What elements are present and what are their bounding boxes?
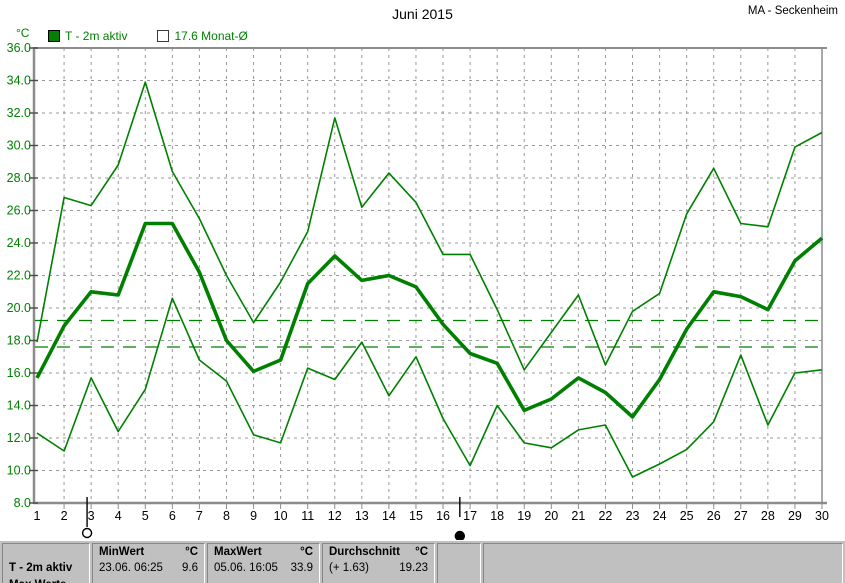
maxwert-datetime: 05.06. 16:05 (214, 562, 278, 574)
svg-text:15: 15 (409, 509, 423, 523)
svg-text:30: 30 (815, 509, 829, 523)
minwert-unit: °C (185, 546, 198, 558)
svg-text:19: 19 (517, 509, 531, 523)
svg-text:9: 9 (250, 509, 257, 523)
legend-item-reference: 17.6 Monat-Ø (157, 29, 248, 43)
filled-square-icon (48, 30, 60, 42)
svg-text:18: 18 (490, 509, 504, 523)
svg-text:26: 26 (707, 509, 721, 523)
durchschnitt-value: 19.23 (399, 562, 428, 574)
svg-text:16: 16 (436, 509, 450, 523)
clipped-row-label: Max.Werte (9, 579, 66, 583)
status-panel-sensor: T - 2m aktiv Max.Werte (2, 543, 90, 583)
status-panel-empty-1 (437, 543, 481, 583)
maxwert-value: 33.9 (290, 562, 313, 574)
svg-text:30.0: 30.0 (7, 139, 31, 153)
svg-text:17: 17 (463, 509, 477, 523)
svg-text:24: 24 (653, 509, 667, 523)
sensor-name: T - 2m aktiv (9, 562, 73, 574)
svg-text:12.0: 12.0 (7, 431, 31, 445)
svg-text:22: 22 (598, 509, 612, 523)
svg-text:11: 11 (301, 509, 314, 523)
svg-text:20.0: 20.0 (7, 301, 31, 315)
svg-text:36.0: 36.0 (7, 41, 31, 55)
svg-text:25: 25 (680, 509, 694, 523)
status-bar: T - 2m aktiv Max.Werte MinWert °C 23.06.… (0, 540, 845, 583)
y-axis-unit-label: °C (16, 26, 30, 40)
svg-text:34.0: 34.0 (7, 74, 31, 88)
durchschnitt-unit: °C (415, 546, 428, 558)
svg-text:27: 27 (734, 509, 748, 523)
svg-text:5: 5 (142, 509, 149, 523)
outline-square-icon (157, 30, 170, 42)
svg-text:6: 6 (169, 509, 176, 523)
durchschnitt-delta: (+ 1.63) (329, 562, 369, 574)
status-panel-max: MaxWert °C 05.06. 16:05 33.9 (207, 543, 320, 583)
page-title: Juni 2015 (392, 6, 453, 22)
svg-text:8.0: 8.0 (14, 496, 31, 510)
status-panel-empty-2 (483, 543, 843, 583)
svg-text:12: 12 (328, 509, 342, 523)
svg-text:22.0: 22.0 (7, 269, 31, 283)
chart-legend: T - 2m aktiv 17.6 Monat-Ø (48, 29, 248, 43)
svg-text:7: 7 (196, 509, 203, 523)
svg-text:4: 4 (115, 509, 122, 523)
minwert-label: MinWert (99, 546, 145, 558)
svg-text:14: 14 (382, 509, 396, 523)
svg-text:23: 23 (626, 509, 640, 523)
svg-text:28.0: 28.0 (7, 171, 31, 185)
legend-item-active: T - 2m aktiv (48, 29, 127, 43)
svg-text:28: 28 (761, 509, 775, 523)
status-panel-avg: Durchschnitt °C (+ 1.63) 19.23 (322, 543, 435, 583)
legend-label-reference: 17.6 Monat-Ø (174, 29, 248, 43)
svg-text:1: 1 (34, 509, 41, 523)
durchschnitt-label: Durchschnitt (329, 546, 400, 558)
svg-text:32.0: 32.0 (7, 106, 31, 120)
svg-text:20: 20 (544, 509, 558, 523)
svg-text:10.0: 10.0 (7, 464, 31, 478)
legend-label-active: T - 2m aktiv (65, 29, 128, 43)
svg-text:2: 2 (61, 509, 68, 523)
svg-text:3: 3 (88, 509, 95, 523)
svg-text:13: 13 (355, 509, 369, 523)
svg-text:16.0: 16.0 (7, 366, 31, 380)
svg-text:26.0: 26.0 (7, 204, 31, 218)
svg-text:10: 10 (274, 509, 288, 523)
svg-text:8: 8 (223, 509, 230, 523)
svg-text:18.0: 18.0 (7, 334, 31, 348)
svg-text:21: 21 (571, 509, 585, 523)
maxwert-unit: °C (300, 546, 313, 558)
status-panel-min: MinWert °C 23.06. 06:25 9.6 (92, 543, 205, 583)
minwert-datetime: 23.06. 06:25 (99, 562, 163, 574)
minwert-value: 9.6 (182, 562, 198, 574)
svg-text:24.0: 24.0 (7, 236, 31, 250)
temperature-line-chart: 8.0 10.0 12.0 14.0 16.0 18.0 20.0 22.0 24.0 26.0 2… (7, 41, 829, 540)
svg-text:14.0: 14.0 (7, 399, 31, 413)
station-label: MA - Seckenheim (747, 5, 838, 17)
maxwert-label: MaxWert (214, 546, 262, 558)
svg-text:29: 29 (788, 509, 802, 523)
